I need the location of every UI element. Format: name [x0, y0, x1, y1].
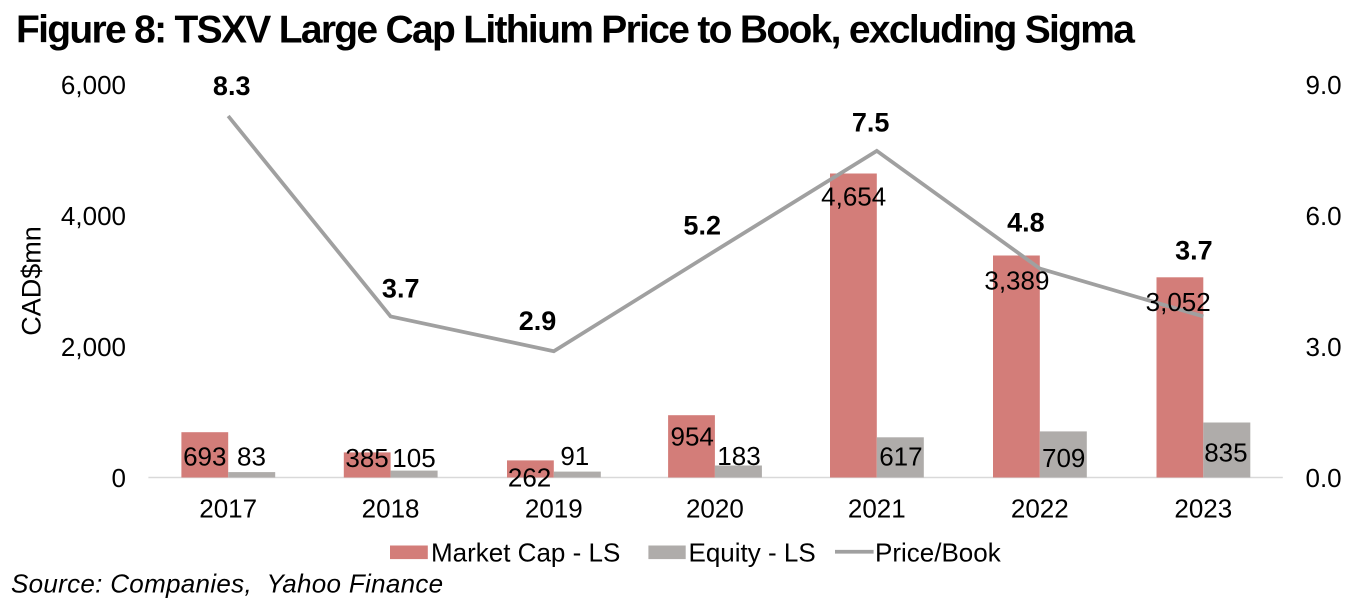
svg-text:8.3: 8.3 — [213, 71, 251, 101]
svg-text:2018: 2018 — [362, 493, 420, 523]
svg-text:183: 183 — [717, 441, 760, 471]
svg-text:3.7: 3.7 — [382, 274, 420, 304]
svg-text:Market Cap - LS: Market Cap - LS — [431, 538, 620, 568]
svg-text:617: 617 — [879, 442, 922, 472]
svg-text:835: 835 — [1204, 437, 1247, 467]
svg-text:0: 0 — [112, 463, 126, 493]
svg-text:7.5: 7.5 — [852, 108, 890, 138]
svg-text:2019: 2019 — [525, 493, 583, 523]
svg-text:6.0: 6.0 — [1306, 201, 1342, 231]
svg-text:2017: 2017 — [199, 493, 257, 523]
svg-text:9.0: 9.0 — [1306, 70, 1342, 100]
svg-text:Price/Book: Price/Book — [875, 538, 1002, 568]
svg-text:91: 91 — [560, 441, 589, 471]
svg-text:CAD$mn: CAD$mn — [16, 226, 46, 336]
svg-text:3.7: 3.7 — [1175, 236, 1213, 266]
svg-text:Figure 8: TSXV Large Cap Lithi: Figure 8: TSXV Large Cap Lithium Price t… — [16, 9, 1135, 52]
svg-text:2021: 2021 — [848, 493, 906, 523]
svg-text:693: 693 — [183, 442, 226, 472]
svg-text:83: 83 — [237, 442, 266, 472]
svg-text:0.0: 0.0 — [1306, 463, 1342, 493]
svg-text:Equity - LS: Equity - LS — [689, 538, 816, 568]
svg-text:709: 709 — [1042, 443, 1085, 473]
svg-text:105: 105 — [392, 443, 435, 473]
svg-text:3,052: 3,052 — [1146, 287, 1211, 317]
svg-text:2020: 2020 — [686, 493, 744, 523]
svg-text:5.2: 5.2 — [683, 210, 721, 240]
svg-text:6,000: 6,000 — [61, 70, 126, 100]
svg-text:2022: 2022 — [1011, 493, 1069, 523]
svg-text:2.9: 2.9 — [519, 306, 557, 336]
svg-text:4,000: 4,000 — [61, 201, 126, 231]
svg-text:385: 385 — [345, 443, 388, 473]
svg-text:4.8: 4.8 — [1007, 207, 1045, 237]
svg-text:Source: Companies, Yahoo Fina: Source: Companies, Yahoo Finance — [11, 569, 443, 599]
svg-text:2023: 2023 — [1174, 493, 1232, 523]
svg-text:3.0: 3.0 — [1306, 332, 1342, 362]
svg-text:3,389: 3,389 — [984, 265, 1049, 295]
svg-text:262: 262 — [508, 462, 551, 492]
svg-text:954: 954 — [671, 422, 714, 452]
svg-text:2,000: 2,000 — [61, 332, 126, 362]
svg-text:4,654: 4,654 — [821, 181, 886, 211]
